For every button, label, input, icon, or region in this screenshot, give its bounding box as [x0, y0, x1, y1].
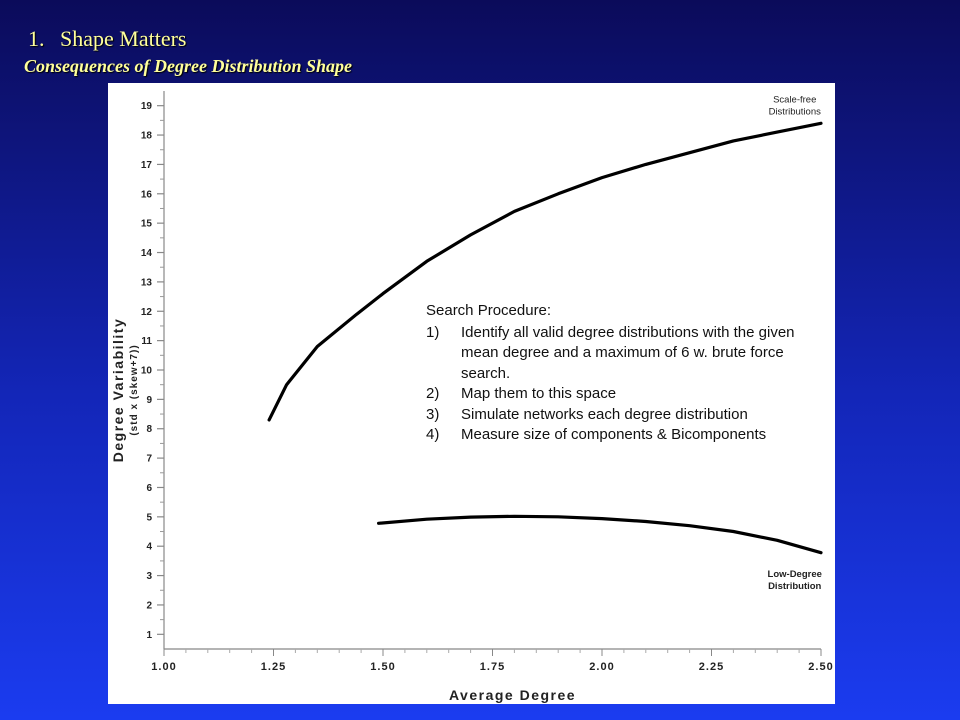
title-text: Shape Matters — [60, 26, 187, 51]
y-axis-label: Degree Variability — [110, 318, 126, 463]
y-tick-label: 6 — [146, 483, 152, 494]
y-tick-label: 17 — [141, 160, 153, 171]
x-tick-label: 2.50 — [808, 661, 833, 673]
y-tick-label: 14 — [141, 248, 153, 259]
callout-step: 1) Identify all valid degree distribution… — [426, 323, 826, 385]
series-label: Scale-free — [773, 95, 816, 106]
slide-title: 1. Shape Matters — [28, 26, 186, 52]
y-tick-label: 11 — [141, 336, 152, 347]
y-tick-label: 18 — [141, 131, 153, 142]
series-line-scale-free — [267, 121, 823, 422]
y-axis-sublabel: (std x (skew+7)) — [129, 344, 140, 435]
chart-panel: 1 2 3 4 5 6 7 8 9 10 11 12 13 14 15 16 17 18 19 1.00 1.25 1.5… — [108, 83, 835, 704]
x-tick-label: 1.00 — [151, 661, 176, 673]
step-number: 3) — [426, 405, 440, 423]
y-tick-label: 1 — [146, 630, 152, 641]
step-number: 2) — [426, 385, 440, 402]
callout-step: 3) Simulate networks each degree distribu… — [426, 405, 826, 426]
series-line-low-degree — [377, 514, 823, 555]
series-label: Distributions — [769, 107, 822, 118]
x-tick-label: 1.50 — [370, 661, 395, 673]
search-procedure-callout: Search Procedure: 1) Identify all valid d… — [426, 301, 826, 446]
y-tick-label: 3 — [146, 571, 152, 582]
y-tick-label: 5 — [146, 512, 152, 523]
slide-subtitle: Consequences of Degree Distribution Shap… — [24, 56, 353, 76]
y-tick-label: 15 — [141, 219, 153, 230]
x-tick-label: 1.25 — [261, 661, 286, 673]
x-tick-label: 2.00 — [589, 661, 614, 673]
y-tick-label: 8 — [146, 424, 152, 435]
callout-step: 2) Map them to this space — [426, 384, 826, 405]
y-tick-label: 2 — [146, 600, 152, 611]
title-number: 1. — [28, 26, 45, 51]
x-tick-label: 2.25 — [699, 661, 724, 673]
series-label: Low-Degree — [768, 569, 822, 580]
y-tick-label: 4 — [146, 542, 152, 553]
step-text: Identify all valid degree distributions … — [461, 323, 795, 382]
y-tick-label: 9 — [146, 395, 152, 406]
x-tick-label: 1.75 — [480, 661, 505, 673]
step-text: Simulate networks each degree distributi… — [461, 405, 748, 423]
y-tick-label: 10 — [141, 366, 153, 377]
series-label: Distribution — [768, 581, 821, 592]
x-axis-label: Average Degree — [449, 687, 576, 703]
step-number: 1) — [426, 323, 440, 341]
y-tick-label: 12 — [141, 307, 153, 318]
y-tick-label: 16 — [141, 189, 153, 200]
callout-heading: Search Procedure: — [426, 302, 552, 319]
y-tick-label: 19 — [141, 101, 153, 112]
step-text: Measure size of components & Bicomponent… — [461, 426, 767, 443]
step-text: Map them to this space — [461, 385, 617, 402]
callout-step: 4) Measure size of components & Bicompone… — [426, 425, 826, 446]
y-tick-label: 13 — [141, 277, 153, 288]
y-tick-label: 7 — [146, 454, 152, 465]
step-number: 4) — [426, 426, 440, 443]
